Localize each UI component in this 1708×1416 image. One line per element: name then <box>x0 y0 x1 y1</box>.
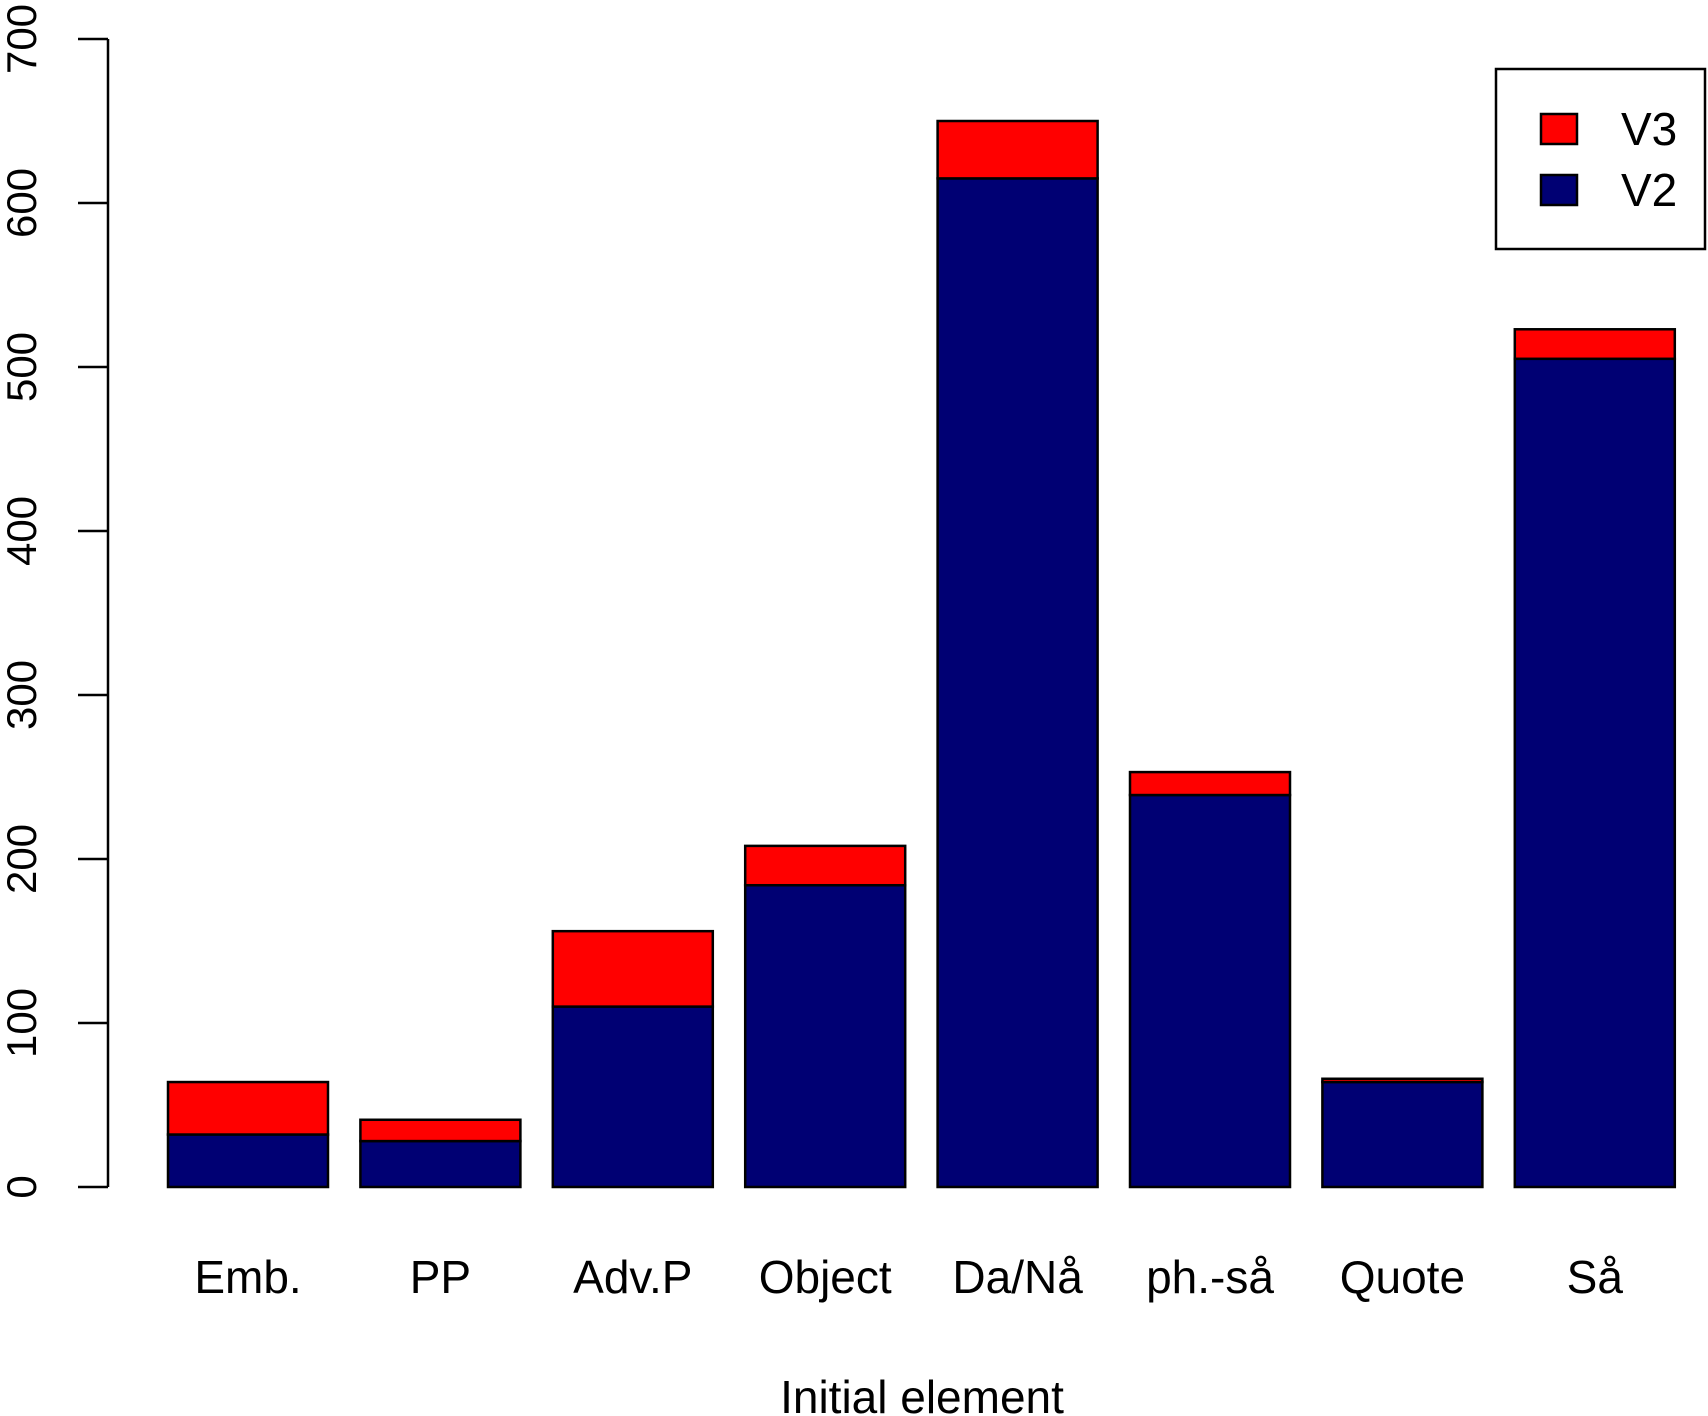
bar-v3-4 <box>936 119 1099 180</box>
x-category-label: Så <box>1567 1251 1624 1303</box>
x-category-label: Emb. <box>194 1251 301 1303</box>
legend-label-v3: V3 <box>1621 103 1677 155</box>
y-tick-label: 300 <box>0 660 45 730</box>
bar-v3-6 <box>1321 1077 1484 1084</box>
bar-v2-1 <box>359 1139 522 1189</box>
legend-swatch-v3 <box>1539 112 1579 146</box>
y-tick-label: 0 <box>0 1175 45 1198</box>
bar-v3-1 <box>359 1118 522 1143</box>
bar-v2-5 <box>1128 793 1292 1189</box>
legend-label-v2: V2 <box>1621 164 1677 216</box>
bars <box>166 119 1677 1189</box>
legend-box <box>1494 67 1707 251</box>
x-category-label: Da/Nå <box>952 1251 1083 1303</box>
bar-v3-5 <box>1128 770 1292 797</box>
bar-v3-2 <box>551 929 715 1008</box>
y-tick-label: 600 <box>0 168 45 238</box>
x-category-label: Adv.P <box>573 1251 692 1303</box>
x-axis-labels: Emb. PP Adv.P Object Da/Nå ph.-så Quote Så <box>194 1251 1623 1303</box>
y-tick-label: 200 <box>0 824 45 894</box>
bar-v3-7 <box>1513 328 1677 361</box>
x-category-label: PP <box>410 1251 471 1303</box>
bar-v2-6 <box>1321 1080 1484 1189</box>
x-category-label: ph.-så <box>1146 1251 1274 1303</box>
bar-v2-2 <box>551 1005 715 1189</box>
y-tick-label: 400 <box>0 496 45 566</box>
y-axis: 0 100 200 300 400 500 600 700 <box>0 4 110 1199</box>
y-tick-label: 100 <box>0 988 45 1058</box>
x-category-label: Quote <box>1340 1251 1465 1303</box>
x-axis-title: Initial element <box>780 1371 1064 1416</box>
bar-v2-7 <box>1513 357 1677 1189</box>
y-tick-label: 500 <box>0 332 45 402</box>
bar-v3-3 <box>743 844 907 887</box>
legend-swatch-v2 <box>1539 173 1579 207</box>
x-category-label: Object <box>759 1251 892 1303</box>
bar-v3-0 <box>166 1080 330 1136</box>
bar-v2-3 <box>743 883 907 1189</box>
bar-v2-4 <box>936 177 1099 1189</box>
y-tick-label: 700 <box>0 4 45 74</box>
bar-v2-0 <box>166 1133 330 1189</box>
